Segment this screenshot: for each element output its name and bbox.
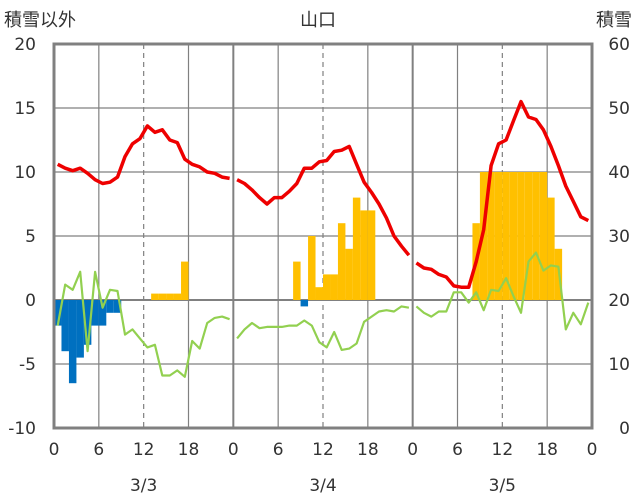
- day-label: 3/5: [489, 476, 516, 496]
- snow-depth-bar: [181, 261, 189, 300]
- precip-bar: [300, 300, 309, 307]
- right-tick-label: 20: [608, 291, 630, 311]
- precip-bar: [54, 300, 62, 326]
- snow-depth-bar: [158, 293, 167, 300]
- snow-depth-bar: [487, 172, 495, 300]
- green-line: [56, 270, 230, 378]
- snow-depth-bar: [308, 236, 316, 300]
- x-tick-label: 0: [407, 440, 418, 460]
- right-tick-label: 0: [619, 419, 630, 439]
- snow-depth-bar: [509, 172, 518, 300]
- left-tick-label: 0: [25, 291, 36, 311]
- right-tick-label: 60: [608, 35, 630, 55]
- right-tick-label: 40: [608, 163, 630, 183]
- precip-bar: [83, 300, 92, 345]
- x-tick-label: 0: [587, 440, 598, 460]
- snow-depth-bar: [532, 172, 540, 300]
- green-line: [236, 305, 410, 351]
- snow-depth-bar: [151, 293, 159, 300]
- snow-depth-bar: [502, 172, 510, 300]
- x-tick-label: 18: [357, 440, 379, 460]
- right-tick-label: 10: [608, 355, 630, 375]
- precip-bar: [76, 300, 84, 358]
- snow-depth-bar: [166, 293, 174, 300]
- x-tick-label: 0: [49, 440, 60, 460]
- day-label: 3/3: [130, 476, 157, 496]
- x-tick-label: 0: [228, 440, 239, 460]
- left-tick-label: 20: [14, 35, 36, 55]
- snow-depth-bar: [360, 210, 368, 300]
- snow-depth-bar: [547, 197, 555, 300]
- left-tick-label: 10: [14, 163, 36, 183]
- precip-bar: [98, 300, 107, 326]
- snow-depth-bar: [539, 172, 548, 300]
- snow-depth-bar: [337, 223, 346, 300]
- green-line: [415, 251, 590, 331]
- day-label: 3/4: [309, 476, 336, 496]
- snow-depth-bar: [494, 172, 503, 300]
- precip-bar: [91, 300, 99, 326]
- x-tick-label: 12: [133, 440, 155, 460]
- right-axis-label: 積雪: [596, 10, 632, 31]
- left-tick-label: 15: [14, 99, 36, 119]
- snow-depth-bar: [345, 248, 353, 300]
- precip-bar: [113, 300, 122, 313]
- temperature-line: [415, 99, 590, 289]
- snow-depth-bar: [352, 197, 361, 300]
- snow-depth-bar: [517, 172, 525, 300]
- snow-depth-bar: [293, 261, 301, 300]
- x-tick-label: 6: [452, 440, 463, 460]
- left-axis-label: 積雪以外: [4, 10, 76, 31]
- temperature-line: [236, 144, 411, 257]
- x-tick-label: 6: [273, 440, 284, 460]
- temperature-line: [56, 124, 230, 186]
- snow-depth-bar: [173, 293, 182, 300]
- left-tick-label: 5: [25, 227, 36, 247]
- snow-depth-bar: [330, 274, 338, 300]
- left-tick-label: -10: [8, 419, 36, 439]
- snow-depth-bar: [367, 210, 376, 300]
- right-tick-label: 30: [608, 227, 630, 247]
- precip-bar: [61, 300, 69, 352]
- chart-title: 山口: [300, 10, 336, 31]
- x-tick-label: 18: [178, 440, 200, 460]
- precip-bar: [68, 300, 77, 384]
- left-tick-label: -5: [19, 355, 36, 375]
- precip-bar: [106, 300, 114, 313]
- x-tick-label: 6: [93, 440, 104, 460]
- snow-depth-bar: [524, 172, 533, 300]
- plot-frame: [52, 42, 594, 430]
- x-tick-label: 12: [492, 440, 514, 460]
- right-tick-label: 50: [608, 99, 630, 119]
- snow-depth-bar: [315, 287, 323, 300]
- snow-depth-bar: [323, 274, 331, 300]
- x-tick-label: 12: [312, 440, 334, 460]
- x-tick-label: 18: [536, 440, 558, 460]
